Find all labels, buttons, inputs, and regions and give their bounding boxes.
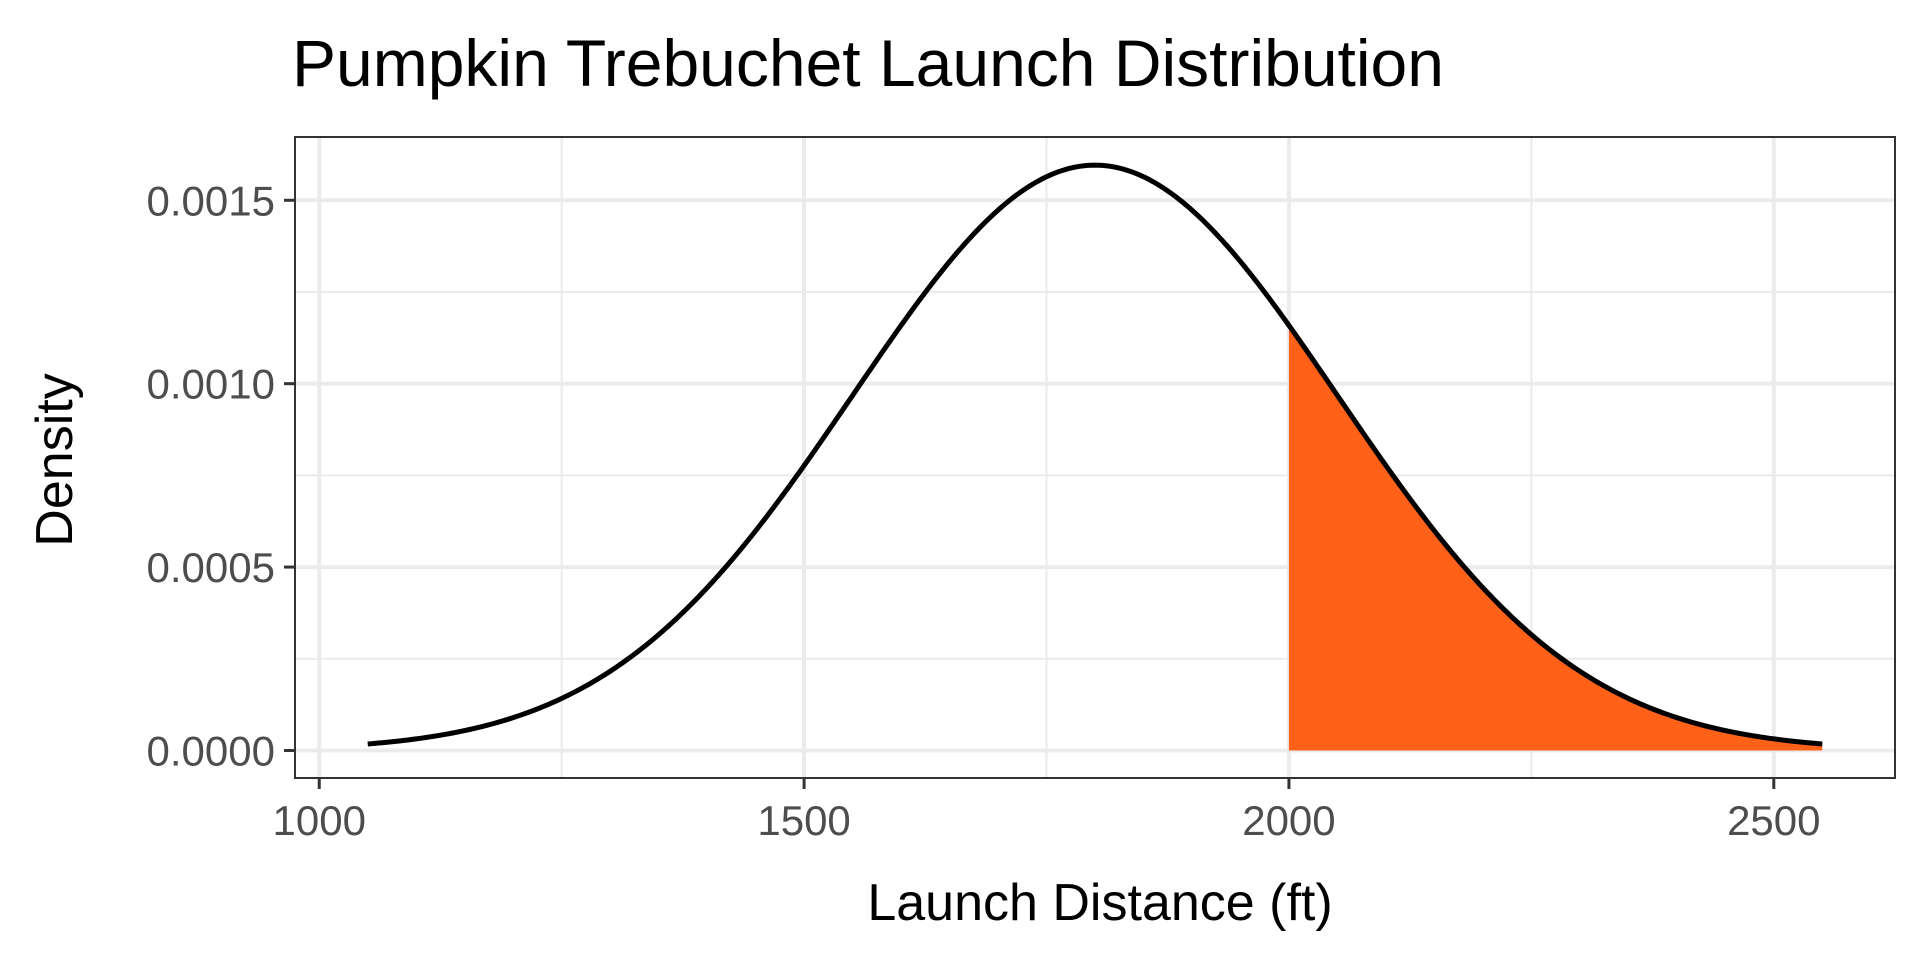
chart-title: Pumpkin Trebuchet Launch Distribution xyxy=(292,26,1444,100)
minor-gridlines xyxy=(295,137,1895,778)
major-gridlines xyxy=(295,137,1895,778)
y-axis-title: Density xyxy=(26,373,84,546)
x-axis-title: Launch Distance (ft) xyxy=(867,874,1332,932)
y-tick-label: 0.0005 xyxy=(147,544,275,591)
y-tick-label: 0.0015 xyxy=(147,177,275,224)
x-tick-label: 1000 xyxy=(273,797,366,844)
y-tick-label: 0.0010 xyxy=(147,361,275,408)
density-curve xyxy=(367,162,1823,747)
shaded-tail-area xyxy=(1288,325,1823,751)
y-axis: 0.0000 0.0005 0.0010 0.0015 xyxy=(147,177,295,774)
panel-border xyxy=(294,136,1896,779)
panel-background xyxy=(295,137,1895,778)
x-tick-label: 1500 xyxy=(757,797,850,844)
x-axis: 1000 1500 2000 2500 xyxy=(273,778,1821,844)
plot-panel xyxy=(294,136,1896,779)
x-tick-label: 2000 xyxy=(1242,797,1335,844)
x-tick-label: 2500 xyxy=(1727,797,1820,844)
y-tick-label: 0.0000 xyxy=(147,727,275,774)
